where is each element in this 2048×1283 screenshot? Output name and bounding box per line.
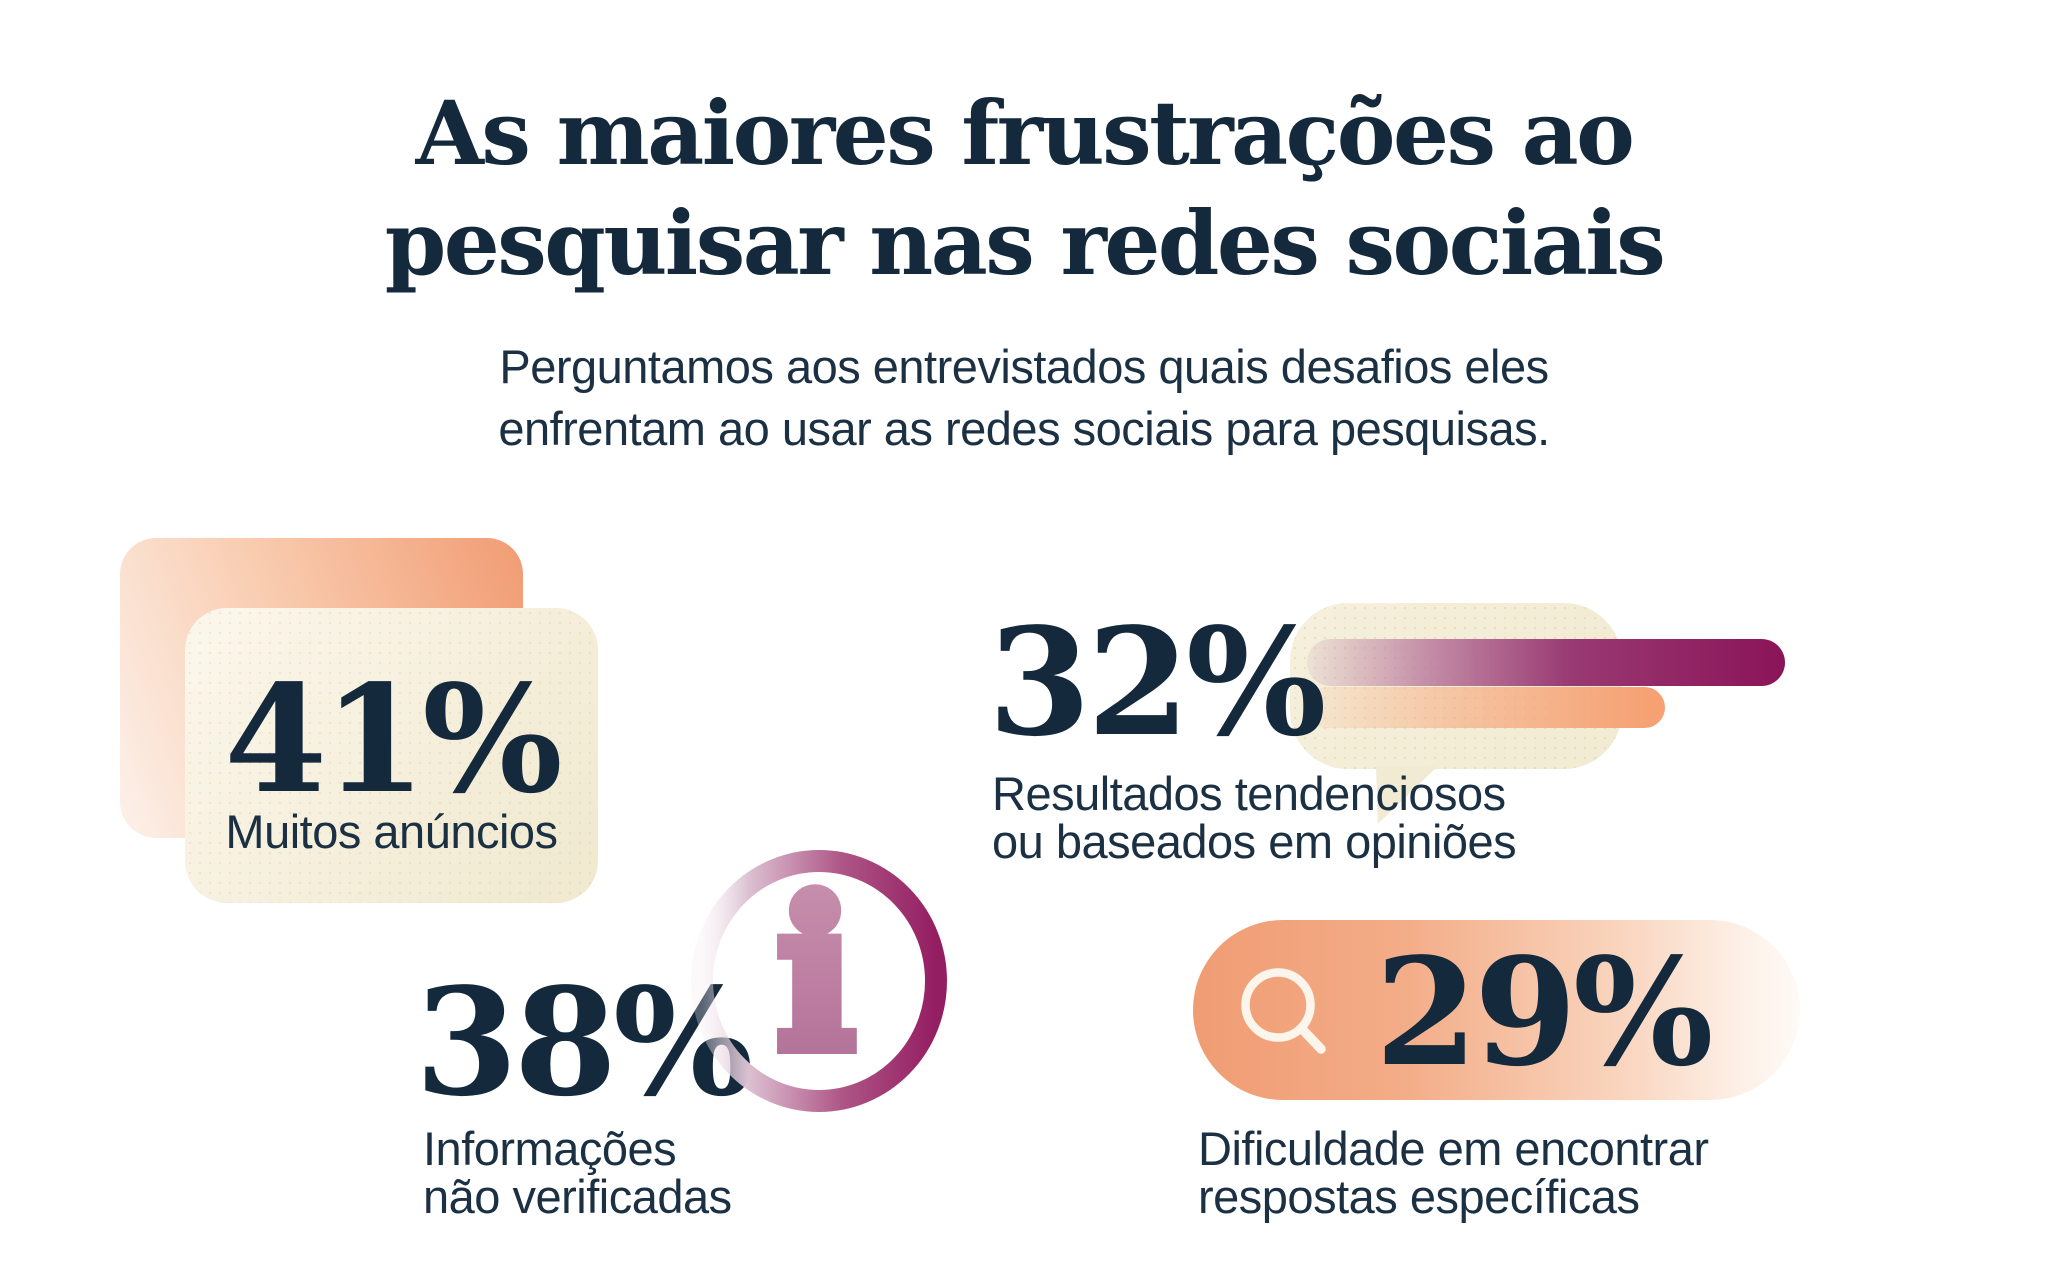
search-icon-handle [1297, 1024, 1326, 1054]
page-title-line-1: As maiores frustrações ao [415, 81, 1635, 185]
purple-gradient-bar [1307, 639, 1785, 686]
ads-stat-value: 41% [224, 652, 563, 826]
info-icon-letter: i [777, 856, 855, 1096]
ads-stat-card: 41% Muitos anúncios [185, 608, 598, 903]
unverified-stat-label-line-1: Informações [423, 1122, 677, 1175]
orange-gradient-bar [1307, 687, 1665, 728]
biased-stat-label-line-2: ou baseados em opiniões [992, 815, 1517, 868]
search-icon-lens [1241, 968, 1315, 1042]
page-subtitle: Perguntamos aos entrevistados quais desa… [0, 336, 2048, 460]
page-subtitle-line-1: Perguntamos aos entrevistados quais desa… [499, 340, 1549, 393]
specific-stat-label-line-1: Dificuldade em encontrar [1198, 1122, 1709, 1175]
biased-stat-label-line-1: Resultados tendenciosos [992, 767, 1506, 820]
speech-bubble-icon [1290, 603, 1622, 769]
unverified-stat-label-line-2: não verificadas [423, 1170, 732, 1223]
specific-stat-value: 29% [1375, 925, 1714, 1099]
info-icon-ring [691, 850, 947, 1112]
page-title: As maiores frustrações ao pesquisar nas … [0, 78, 2048, 298]
unverified-stat-label: Informações não verificadas [423, 1125, 732, 1221]
ads-stat-label: Muitos anúncios [225, 805, 558, 858]
info-icon: i [691, 849, 947, 1112]
page-subtitle-line-2: enfrentam ao usar as redes sociais para … [498, 402, 1550, 455]
specific-stat-label: Dificuldade em encontrar respostas espec… [1198, 1125, 1709, 1221]
biased-stat-value: 32% [988, 595, 1327, 769]
search-bar-shape [1193, 920, 1800, 1100]
biased-stat-label: Resultados tendenciosos ou baseados em o… [992, 767, 1517, 868]
page-title-line-2: pesquisar nas redes sociais [384, 191, 1666, 295]
search-icon [1241, 968, 1326, 1054]
specific-stat-label-line-2: respostas específicas [1198, 1170, 1640, 1223]
